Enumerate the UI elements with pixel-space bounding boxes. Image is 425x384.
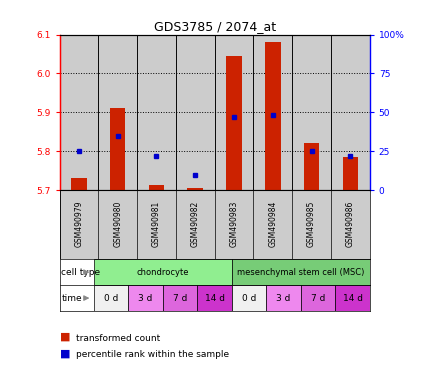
Bar <box>265 42 280 190</box>
Bar <box>71 179 87 190</box>
Text: GSM490985: GSM490985 <box>307 200 316 247</box>
Text: 0 d: 0 d <box>104 294 119 303</box>
Text: time: time <box>61 294 82 303</box>
Text: 3 d: 3 d <box>139 294 153 303</box>
Text: mesenchymal stem cell (MSC): mesenchymal stem cell (MSC) <box>237 268 365 276</box>
Bar <box>226 56 242 190</box>
Bar <box>253 35 292 190</box>
Bar <box>343 157 358 190</box>
Text: 7 d: 7 d <box>173 294 187 303</box>
Text: 0 d: 0 d <box>242 294 256 303</box>
Bar <box>128 285 163 311</box>
Text: 14 d: 14 d <box>204 294 225 303</box>
Bar <box>232 285 266 311</box>
Bar <box>149 185 164 190</box>
Bar <box>335 285 370 311</box>
Text: GSM490986: GSM490986 <box>346 200 355 247</box>
Bar <box>163 285 197 311</box>
Text: GSM490981: GSM490981 <box>152 200 161 247</box>
Title: GDS3785 / 2074_at: GDS3785 / 2074_at <box>153 20 276 33</box>
Bar <box>304 142 319 190</box>
Text: GSM490979: GSM490979 <box>74 200 83 247</box>
Text: 7 d: 7 d <box>311 294 325 303</box>
Bar <box>215 35 253 190</box>
Bar <box>301 285 335 311</box>
Text: ■: ■ <box>60 332 70 342</box>
Bar <box>187 188 203 190</box>
Text: transformed count: transformed count <box>76 334 161 343</box>
Text: cell type: cell type <box>61 268 100 276</box>
Bar <box>331 35 370 190</box>
Bar <box>266 285 301 311</box>
Text: chondrocyte: chondrocyte <box>137 268 189 276</box>
Text: percentile rank within the sample: percentile rank within the sample <box>76 350 230 359</box>
Text: GSM490984: GSM490984 <box>268 200 277 247</box>
Text: GSM490982: GSM490982 <box>191 200 200 247</box>
Bar <box>197 285 232 311</box>
Bar <box>60 35 98 190</box>
Text: ■: ■ <box>60 348 70 358</box>
Bar <box>232 259 370 285</box>
Bar <box>110 108 125 190</box>
Bar <box>292 35 331 190</box>
Bar <box>98 35 137 190</box>
Text: 14 d: 14 d <box>343 294 363 303</box>
Bar <box>137 35 176 190</box>
Bar <box>94 259 232 285</box>
Bar <box>94 285 128 311</box>
Text: GSM490983: GSM490983 <box>230 200 238 247</box>
Text: GSM490980: GSM490980 <box>113 200 122 247</box>
Bar <box>176 35 215 190</box>
Text: 3 d: 3 d <box>276 294 291 303</box>
